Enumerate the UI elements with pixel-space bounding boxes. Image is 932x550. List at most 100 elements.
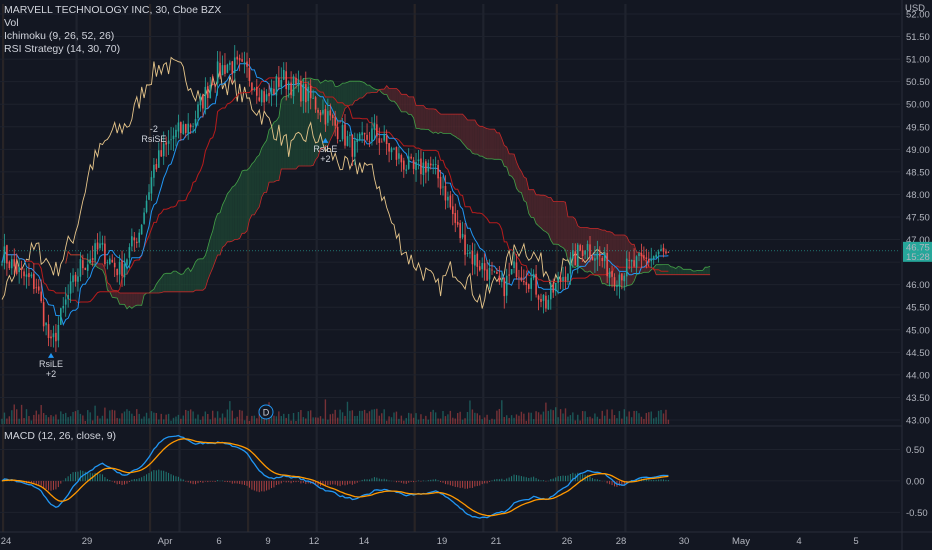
volume-bar xyxy=(16,409,18,424)
macd-histogram-bar xyxy=(364,479,366,482)
macd-histogram-bar xyxy=(136,478,138,482)
cloud-segment xyxy=(256,154,260,211)
volume-bar xyxy=(339,409,341,424)
macd-histogram-bar xyxy=(307,480,309,484)
symbol-title[interactable]: MARVELL TECHNOLOGY INC, 30, Cboe BZX xyxy=(4,4,222,16)
signal-value: +2 xyxy=(320,154,330,164)
candle-body xyxy=(270,87,273,95)
last-price-badge xyxy=(903,241,932,262)
rsi-strategy-label[interactable]: RSI Strategy (14, 30, 70) xyxy=(4,43,121,55)
candle-body xyxy=(452,206,454,215)
macd-histogram-bar xyxy=(209,480,211,482)
candle-body xyxy=(184,124,187,133)
volume-bar xyxy=(1,418,3,424)
candle-body xyxy=(121,260,123,277)
volume-bar xyxy=(483,417,486,424)
cloud-segment xyxy=(180,273,184,292)
volume-bar xyxy=(327,419,329,424)
cloud-segment xyxy=(438,112,441,134)
volume-bar xyxy=(126,409,128,424)
signal-line xyxy=(1,438,669,517)
cloud-segment xyxy=(643,258,647,273)
cloud-segment xyxy=(683,269,686,275)
candle-body xyxy=(256,86,258,96)
candle-body xyxy=(650,259,653,262)
volume-bar xyxy=(510,415,513,424)
cloud-segment xyxy=(173,271,176,292)
volume-bar xyxy=(376,408,378,424)
candle-body xyxy=(640,252,643,257)
candle-body xyxy=(74,274,77,282)
macd-histogram-bar xyxy=(84,471,86,482)
macd-histogram-bar xyxy=(40,480,42,486)
volume-bar xyxy=(52,416,55,424)
macd-histogram-bar xyxy=(111,480,113,482)
candle-body xyxy=(155,164,158,170)
candle-body xyxy=(47,324,50,339)
candle-body xyxy=(616,285,618,287)
cloud-segment xyxy=(122,292,125,305)
cloud-segment xyxy=(178,273,181,292)
candle-body xyxy=(523,281,525,283)
candle-body xyxy=(292,76,295,97)
ichimoku-indicator-label[interactable]: Ichimoku (9, 26, 52, 26) xyxy=(4,30,115,42)
macd-histogram-bar xyxy=(369,479,370,482)
ichimoku-cloud xyxy=(65,77,711,310)
macd-histogram-bar xyxy=(589,476,591,482)
cloud-segment xyxy=(523,176,527,203)
cloud-segment xyxy=(126,292,130,309)
macd-histogram-bar xyxy=(165,471,167,482)
candle-body xyxy=(52,333,55,338)
cloud-segment xyxy=(195,259,198,291)
candle-body xyxy=(282,69,285,80)
macd-histogram-bar xyxy=(378,478,380,482)
macd-histogram-bar xyxy=(258,480,260,493)
macd-histogram-bar xyxy=(376,477,378,482)
volume-bar xyxy=(425,415,427,424)
macd-histogram-bar xyxy=(344,480,346,486)
candle-body xyxy=(69,281,72,294)
time-tick-label: 29 xyxy=(82,536,93,547)
candle-body xyxy=(493,270,496,272)
candle-body xyxy=(295,77,297,85)
macd-histogram-bar xyxy=(263,480,265,492)
cloud-segment xyxy=(212,220,216,269)
volume-bar xyxy=(557,417,559,424)
macd-histogram-bar xyxy=(660,479,662,482)
volume-bar xyxy=(109,410,111,424)
macd-histogram-bar xyxy=(141,477,143,482)
cloud-segment xyxy=(273,120,277,182)
candle-body xyxy=(309,86,312,99)
volume-bar xyxy=(643,418,645,424)
macd-histogram-bar xyxy=(295,480,297,483)
volume-bar xyxy=(84,420,86,424)
volume-bar xyxy=(488,420,491,424)
cloud-segment xyxy=(347,81,350,107)
cloud-segment xyxy=(401,94,404,112)
candle-body xyxy=(545,295,547,309)
cloud-segment xyxy=(202,255,206,291)
price-tick-label: 48.00 xyxy=(906,190,930,201)
volume-bar xyxy=(319,416,322,424)
cloud-segment xyxy=(261,143,265,198)
macd-histogram-bar xyxy=(60,480,62,484)
macd-histogram-bar xyxy=(30,480,32,484)
volume-indicator-label[interactable]: Vol xyxy=(4,17,19,29)
volume-bar xyxy=(307,411,309,424)
volume-bar xyxy=(202,416,204,424)
macd-histogram-bar xyxy=(410,480,412,482)
macd-histogram-bar xyxy=(288,480,290,483)
cloud-segment xyxy=(479,126,483,157)
macd-indicator-label[interactable]: MACD (12, 26, close, 9) xyxy=(4,430,117,442)
candle-body xyxy=(327,111,329,123)
candle-body xyxy=(297,79,300,86)
volume-bar xyxy=(6,418,8,424)
candle-body xyxy=(18,267,20,273)
volume-bar xyxy=(405,418,407,424)
cloud-segment xyxy=(139,292,142,306)
candle-body xyxy=(569,257,572,274)
volume-bar xyxy=(388,416,390,424)
volume-bar xyxy=(523,413,525,424)
